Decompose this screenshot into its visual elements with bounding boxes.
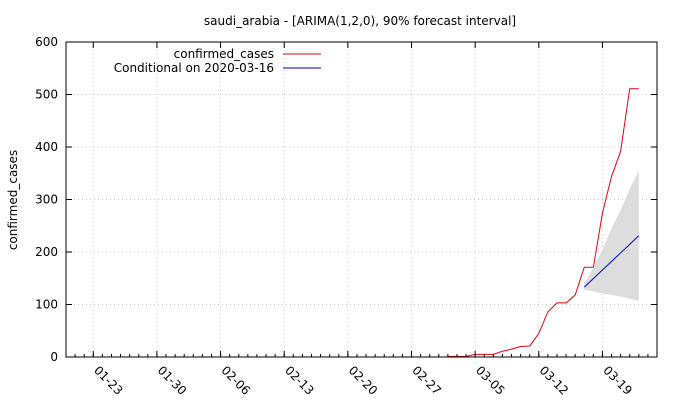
x-tick-label: 02-27 bbox=[409, 363, 444, 398]
series-lines bbox=[447, 88, 640, 357]
legend-label-conditional: Conditional on 2020-03-16 bbox=[114, 61, 274, 75]
y-tick-label: 300 bbox=[35, 193, 58, 207]
series-line-conditional-forecast bbox=[583, 235, 640, 288]
y-tick-label: 600 bbox=[35, 35, 58, 49]
x-tick-label: 03-12 bbox=[537, 363, 572, 398]
y-tick-label: 200 bbox=[35, 245, 58, 259]
x-tick-label: 02-20 bbox=[346, 363, 381, 398]
y-tick-label: 100 bbox=[35, 298, 58, 312]
x-tick-label: 03-05 bbox=[473, 363, 508, 398]
series-line-confirmed-cases bbox=[447, 88, 639, 357]
y-tick-label: 500 bbox=[35, 88, 58, 102]
x-tick-label: 03-19 bbox=[600, 363, 635, 398]
y-axis-label: confirmed_cases bbox=[6, 150, 20, 250]
forecast-interval-band bbox=[584, 170, 639, 301]
chart-title: saudi_arabia - [ARIMA(1,2,0), 90% foreca… bbox=[204, 14, 516, 28]
y-tick-label: 0 bbox=[50, 350, 58, 364]
x-tick-label: 01-23 bbox=[91, 363, 126, 398]
y-axis-ticks: 0 100 200 300 400 500 600 bbox=[35, 35, 657, 364]
x-axis-ticks: 01-23 01-30 02-06 02-13 02-20 02-27 03-05 03-12… bbox=[65, 42, 658, 398]
legend-label-confirmed-cases: confirmed_cases bbox=[174, 47, 274, 61]
x-tick-label: 01-30 bbox=[155, 363, 190, 398]
legend: confirmed_cases Conditional on 2020-03-1… bbox=[114, 47, 321, 75]
forecast-interval bbox=[584, 170, 639, 301]
x-tick-label: 02-06 bbox=[218, 363, 253, 398]
y-tick-label: 400 bbox=[35, 140, 58, 154]
x-tick-label: 02-13 bbox=[282, 363, 317, 398]
grid bbox=[66, 42, 657, 357]
